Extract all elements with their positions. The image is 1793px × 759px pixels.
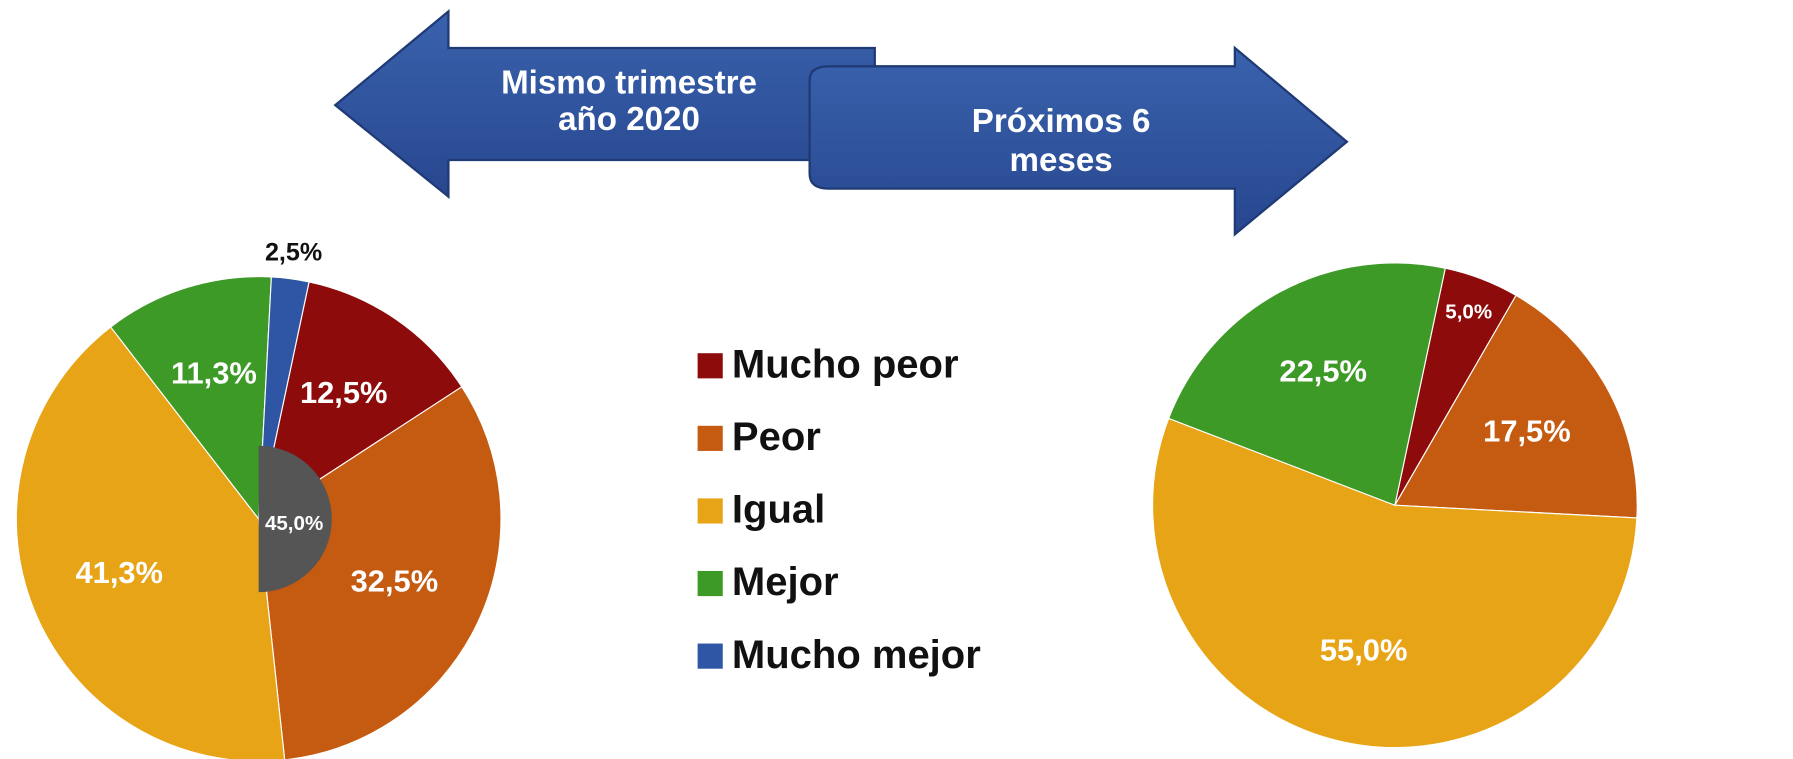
legend-swatch <box>697 643 723 669</box>
legend-label: Igual <box>732 488 825 532</box>
legend-label: Mucho mejor <box>732 633 981 677</box>
legend-swatch <box>697 425 723 451</box>
legend-swatch <box>697 498 723 524</box>
pie-slice <box>1167 262 1446 507</box>
pie-slice <box>15 326 286 759</box>
legend-label: Mejor <box>732 560 839 604</box>
value-label: 5,0% <box>1445 300 1492 323</box>
value-label: 17,5% <box>1483 414 1571 449</box>
value-label: 11,3% <box>171 356 257 391</box>
annotation: 45,0% <box>265 512 323 535</box>
arrow-text: meses <box>1010 142 1113 179</box>
value-label: 2,5% <box>265 238 322 266</box>
arrow-text: año 2020 <box>558 101 700 138</box>
right-arrow <box>808 45 1349 237</box>
legend-swatch <box>697 353 723 379</box>
pie-slice <box>109 276 272 521</box>
arrows: Mismo trimestre año 2020 Próximos 6 mese… <box>333 8 1349 237</box>
value-label: 12,5% <box>300 375 388 410</box>
value-label: 41,3% <box>76 555 164 590</box>
arrow-text: Mismo trimestre <box>501 64 757 101</box>
value-label: 55,0% <box>1320 632 1408 667</box>
legend-label: Peor <box>732 415 821 459</box>
value-label: 22,5% <box>1279 353 1367 388</box>
arrow-text: Próximos 6 <box>972 103 1151 140</box>
pie-slice <box>257 281 463 521</box>
value-label: 32,5% <box>351 564 439 599</box>
pie-slice <box>1151 417 1638 749</box>
pie-slice <box>1393 294 1638 519</box>
legend-label: Mucho peor <box>732 342 959 386</box>
legend-swatch <box>697 570 723 597</box>
center-half <box>258 445 332 593</box>
